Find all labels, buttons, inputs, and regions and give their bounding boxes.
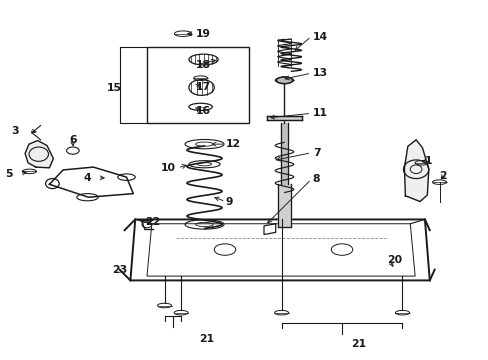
Text: 3: 3 — [11, 126, 19, 135]
Text: 15: 15 — [107, 83, 122, 93]
Text: 21: 21 — [198, 333, 213, 343]
Text: 2: 2 — [439, 171, 446, 181]
Text: 6: 6 — [69, 135, 77, 145]
Polygon shape — [25, 140, 53, 168]
Text: 20: 20 — [386, 255, 401, 265]
Text: 4: 4 — [83, 173, 91, 183]
Text: 5: 5 — [5, 168, 13, 179]
Text: 10: 10 — [160, 163, 175, 173]
Text: 14: 14 — [312, 32, 327, 41]
Text: 11: 11 — [312, 108, 327, 118]
Text: 16: 16 — [195, 106, 210, 116]
Text: 18: 18 — [195, 60, 210, 70]
Polygon shape — [404, 140, 428, 202]
Text: 22: 22 — [145, 217, 160, 227]
Bar — [147, 47, 249, 123]
Text: 19: 19 — [195, 29, 210, 39]
Text: 8: 8 — [312, 174, 320, 184]
Text: 1: 1 — [424, 156, 431, 166]
Text: 21: 21 — [350, 338, 365, 348]
Text: 13: 13 — [312, 68, 327, 78]
Text: 7: 7 — [312, 148, 320, 158]
Text: 12: 12 — [225, 139, 241, 149]
Text: 17: 17 — [195, 82, 210, 93]
Ellipse shape — [276, 77, 292, 84]
Text: 23: 23 — [112, 265, 127, 275]
Text: 9: 9 — [225, 197, 233, 207]
